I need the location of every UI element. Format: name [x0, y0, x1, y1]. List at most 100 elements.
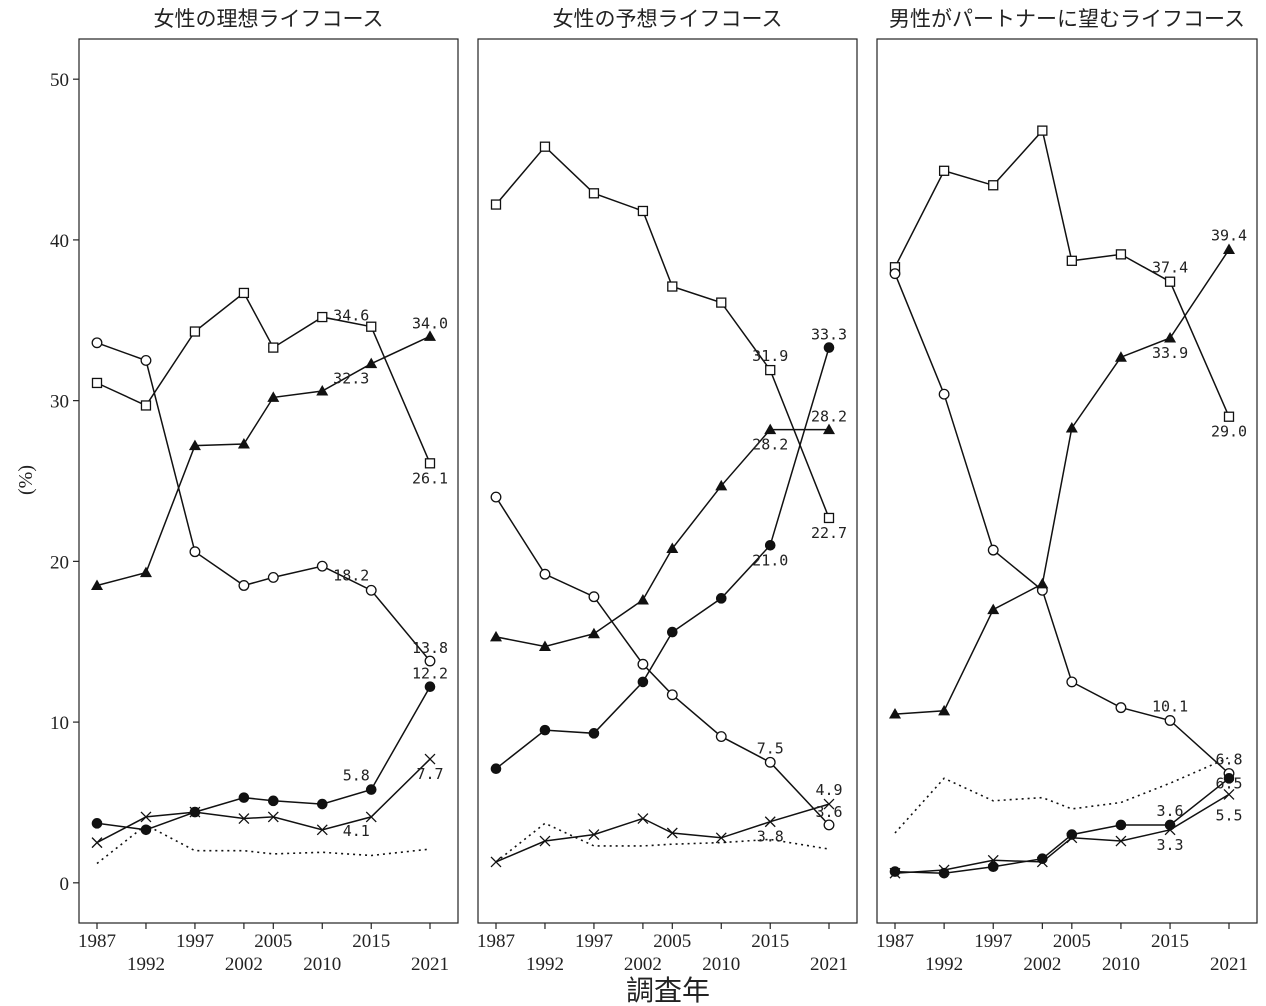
- series-line: [495, 803, 830, 863]
- panel-3: 男性がパートナーに望むライフコース 1987 1997 2005 2015 1992 200…: [876, 7, 1258, 975]
- series-line: [894, 756, 1230, 834]
- data-point: [588, 728, 600, 739]
- data-point: [424, 753, 436, 765]
- data-point: [316, 798, 328, 810]
- data-point: [666, 542, 679, 554]
- data-label: 10.1: [1152, 697, 1188, 715]
- data-point: [1164, 331, 1177, 343]
- x-tick-label: 2002: [1023, 954, 1061, 975]
- data-point: [238, 813, 250, 824]
- data-point: [238, 287, 250, 299]
- data-point: [316, 560, 328, 572]
- data-point: [91, 337, 103, 349]
- x-tick-label: 2021: [1210, 954, 1248, 975]
- data-point: [1115, 819, 1127, 831]
- x-tick-label: 2010: [303, 954, 341, 975]
- series-5: [490, 798, 835, 868]
- x-tick-label: 1987: [876, 931, 914, 952]
- series-line: [96, 291, 431, 464]
- data-point: [365, 784, 377, 795]
- y-axis-label: (%): [15, 465, 37, 495]
- data-point: [188, 439, 201, 451]
- data-point: [1223, 243, 1235, 255]
- data-point: [1223, 773, 1235, 784]
- data-point: [987, 544, 999, 556]
- data-point: [988, 180, 999, 191]
- data-point: [1223, 788, 1235, 800]
- data-point: [1036, 577, 1049, 589]
- data-point: [316, 384, 329, 396]
- series-line: [96, 758, 431, 844]
- data-point: [764, 756, 776, 768]
- series-1: [889, 125, 1235, 422]
- data-label: 3.6: [815, 803, 842, 821]
- data-point: [538, 640, 551, 652]
- series-3: [889, 243, 1235, 719]
- data-label: 7.5: [757, 739, 784, 757]
- data-label: 13.8: [412, 639, 448, 657]
- series-line: [495, 145, 830, 519]
- data-point: [267, 795, 279, 807]
- data-point: [764, 539, 776, 551]
- x-tick-label: 2021: [810, 954, 848, 975]
- data-point: [539, 724, 551, 736]
- panels: 女性の理想ライフコース 1987 1997 2005 2015 1992 2002 2010 2…: [78, 7, 1258, 975]
- data-label: 32.3: [333, 370, 369, 388]
- x-tick-label: 2015: [751, 931, 789, 952]
- data-point: [490, 763, 502, 775]
- panel-2: 女性の予想ライフコース 1987 1997 2005 2015 1992 2002 2010 2…: [477, 7, 858, 975]
- series-2: [91, 337, 436, 667]
- data-point: [267, 571, 279, 583]
- data-point: [189, 806, 201, 818]
- data-point: [823, 819, 835, 831]
- series-line: [96, 686, 431, 831]
- data-label: 34.0: [412, 314, 448, 332]
- plot-frame: [876, 38, 1258, 924]
- data-label: 33.9: [1152, 344, 1188, 362]
- y-axis: 0 10 20 30 40 50: [50, 70, 79, 895]
- data-point: [267, 391, 280, 402]
- data-point: [587, 627, 600, 639]
- y-tick-label: 50: [50, 70, 69, 91]
- data-label: 34.6: [333, 307, 369, 325]
- data-label: 31.9: [752, 347, 788, 365]
- data-point: [490, 856, 502, 868]
- data-label: 5.8: [343, 767, 370, 785]
- data-label: 18.2: [333, 566, 369, 584]
- panel-title: 男性がパートナーに望むライフコース: [889, 7, 1245, 31]
- series-3: [490, 423, 835, 652]
- series-4: [91, 681, 436, 836]
- data-point: [1223, 411, 1235, 422]
- data-point: [539, 835, 551, 847]
- data-point: [823, 798, 835, 810]
- plot-frame: [477, 38, 858, 924]
- panel-title: 女性の予想ライフコース: [553, 7, 783, 31]
- data-point: [1164, 824, 1176, 836]
- y-tick-label: 40: [50, 231, 69, 252]
- data-point: [823, 342, 835, 353]
- panel-1: 女性の理想ライフコース 1987 1997 2005 2015 1992 2002 2010 2…: [78, 7, 459, 975]
- y-tick-label: 20: [50, 552, 69, 573]
- series-line: [894, 777, 1230, 874]
- data-point: [238, 580, 250, 591]
- data-point: [1164, 276, 1176, 287]
- data-point: [889, 866, 901, 877]
- x-tick-label: 2021: [411, 954, 449, 975]
- data-point: [1036, 856, 1048, 868]
- data-point: [715, 593, 727, 604]
- data-point: [588, 188, 600, 199]
- data-point: [889, 268, 901, 280]
- data-label: 28.2: [752, 436, 788, 454]
- data-point: [1066, 676, 1078, 688]
- x-tick-label: 2010: [702, 954, 740, 975]
- data-point: [1115, 835, 1127, 847]
- data-point: [715, 479, 728, 491]
- data-label: 26.1: [412, 469, 448, 487]
- data-point: [237, 438, 250, 449]
- x-tick-label: 2005: [1053, 931, 1091, 952]
- data-point: [490, 491, 502, 503]
- series-line: [894, 129, 1230, 417]
- x-tick-label: 2005: [254, 931, 292, 952]
- series-line: [495, 496, 830, 826]
